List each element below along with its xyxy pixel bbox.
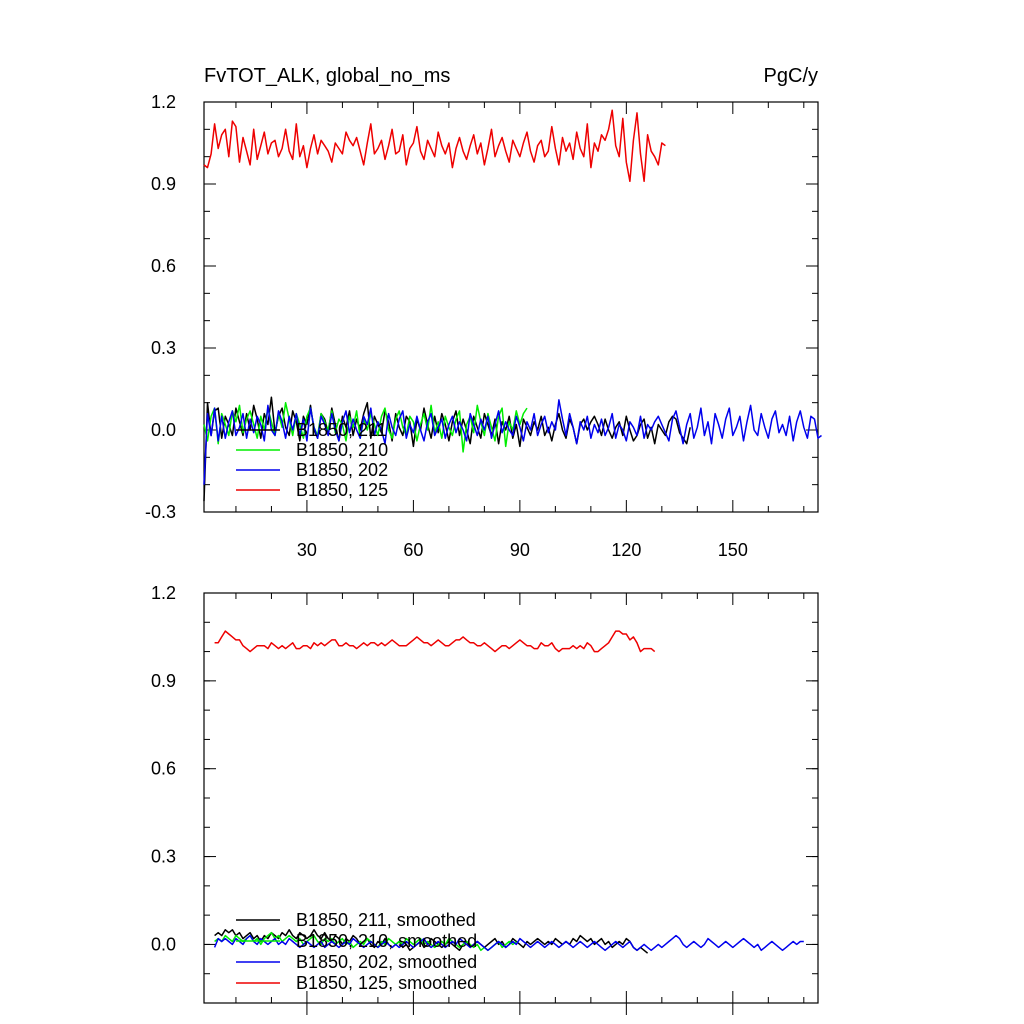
top-ytick-label: 0.0 <box>151 420 176 440</box>
chart-title-left: FvTOT_ALK, global_no_ms <box>204 65 450 87</box>
top-plot-frame <box>203 101 819 513</box>
top-panel: 1.2 0.9 0.6 0.3 0.0 -0.3 30 60 90 120 150 B1850, 21… <box>145 92 822 560</box>
bottom-ytick-label: 0.9 <box>151 671 176 691</box>
top-series-line-1 <box>203 401 528 453</box>
top-xtick-label: 60 <box>403 540 423 560</box>
top-xtick-label: 120 <box>611 540 641 560</box>
top-series-line-0 <box>203 396 691 502</box>
top-xtick-label: 30 <box>297 540 317 560</box>
top-ytick-label: -0.3 <box>145 502 176 522</box>
top-xtick-label: 150 <box>718 540 748 560</box>
top-legend-label: B1850, 202 <box>296 460 388 480</box>
top-xtick-label: 90 <box>510 540 530 560</box>
bottom-series-line-0 <box>214 929 649 954</box>
top-ytick-label: 0.3 <box>151 338 176 358</box>
bottom-ytick-label: 0.3 <box>151 847 176 867</box>
top-ytick-label: 1.2 <box>151 92 176 112</box>
chart-title-right: PgC/y <box>764 65 818 87</box>
bottom-series-line-2 <box>213 934 804 952</box>
top-legend-label: B1850, 125 <box>296 480 388 500</box>
bottom-legend-label: B1850, 125, smoothed <box>296 973 477 993</box>
top-ytick-label: 0.6 <box>151 256 176 276</box>
top-series-line-3 <box>203 109 666 183</box>
top-series-line-2 <box>203 399 822 485</box>
top-legend-label: B1850, 211 <box>296 420 387 440</box>
bottom-ytick-label: 1.2 <box>151 583 176 603</box>
bottom-legend-label: B1850, 202, smoothed <box>296 952 477 972</box>
bottom-ytick-label: 0.0 <box>151 934 176 954</box>
top-ytick-label: 0.9 <box>151 174 176 194</box>
bottom-series-line-3 <box>214 630 656 653</box>
bottom-legend-label: B1850, 211, smoothed <box>296 910 476 930</box>
top-legend-label: B1850, 210 <box>296 440 388 460</box>
bottom-series-line-1 <box>214 931 517 952</box>
bottom-ytick-label: 0.6 <box>151 759 176 779</box>
bottom-legend-label: B1850, 210, smoothed <box>296 931 477 951</box>
